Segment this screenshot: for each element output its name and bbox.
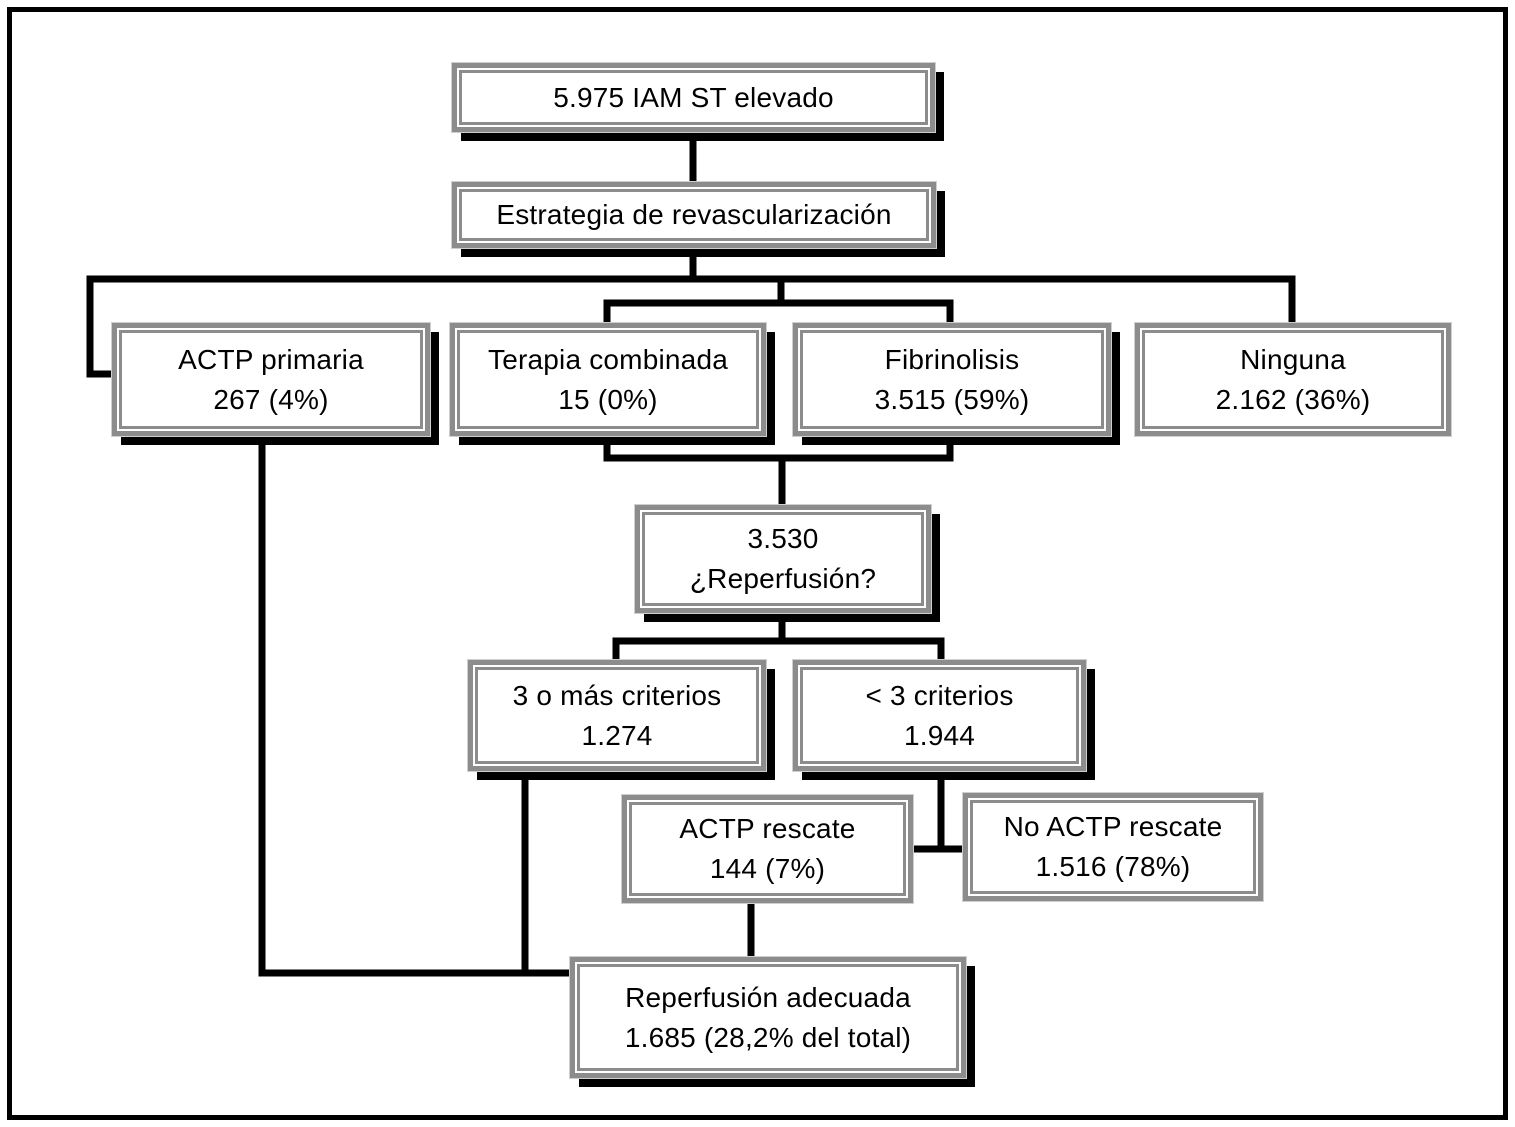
- node-label: Fibrinolisis: [884, 343, 1020, 375]
- node-criterios-menos-de-3: < 3 criterios 1.944: [792, 659, 1087, 772]
- node-actp-rescate: ACTP rescate 144 (7%): [621, 794, 914, 904]
- node-value: 15 (0%): [558, 383, 658, 415]
- node-label: ¿Reperfusión?: [689, 563, 877, 594]
- node-value: 1.274: [581, 719, 653, 751]
- node-label: Ninguna: [1240, 343, 1346, 375]
- node-reperfusion-pregunta: 3.530 ¿Reperfusión?: [634, 504, 932, 614]
- node-ninguna: Ninguna 2.162 (36%): [1134, 322, 1452, 437]
- node-label: Reperfusión adecuada: [625, 981, 911, 1013]
- node-criterios-3-o-mas: 3 o más criterios 1.274: [467, 659, 767, 772]
- node-terapia-combinada: Terapia combinada 15 (0%): [449, 322, 767, 437]
- node-value: 1.685 (28,2% del total): [624, 1021, 912, 1053]
- node-label: Terapia combinada: [488, 343, 728, 375]
- connector-merge-to-reperfusion: [603, 433, 954, 462]
- node-value: 144 (7%): [709, 853, 826, 884]
- node-fibrinolisis: Fibrinolisis 3.515 (59%): [792, 322, 1112, 437]
- node-no-actp-rescate: No ACTP rescate 1.516 (78%): [962, 792, 1264, 902]
- connector-level2-bracket: [603, 299, 954, 325]
- node-value: 3.515 (59%): [874, 383, 1030, 415]
- node-estrategia: Estrategia de revascularización: [451, 181, 937, 249]
- node-label: 3 o más criterios: [512, 679, 722, 711]
- outer-frame: [7, 7, 1508, 1120]
- node-label: < 3 criterios: [865, 679, 1014, 711]
- node-value: 1.944: [903, 719, 976, 751]
- node-label: 5.975 IAM ST elevado: [553, 81, 834, 113]
- connector-criterios-bracket: [612, 637, 945, 662]
- node-actp-primaria: ACTP primaria 267 (4%): [111, 322, 431, 437]
- node-value: 1.516 (78%): [1035, 851, 1191, 882]
- node-label: ACTP primaria: [178, 343, 364, 375]
- node-value: 2.162 (36%): [1215, 383, 1371, 415]
- node-iam-st-elevado: 5.975 IAM ST elevado: [451, 62, 936, 133]
- node-value: 3.530: [747, 523, 819, 555]
- connector-level1-bracket: [86, 275, 1296, 378]
- node-label: Estrategia de revascularización: [496, 199, 892, 231]
- node-value: 267 (4%): [213, 383, 329, 415]
- connector-primaria-long: [258, 433, 572, 977]
- node-label: No ACTP rescate: [1003, 811, 1223, 843]
- node-label: ACTP rescate: [679, 813, 856, 845]
- node-reperfusion-adecuada: Reperfusión adecuada 1.685 (28,2% del to…: [569, 956, 967, 1079]
